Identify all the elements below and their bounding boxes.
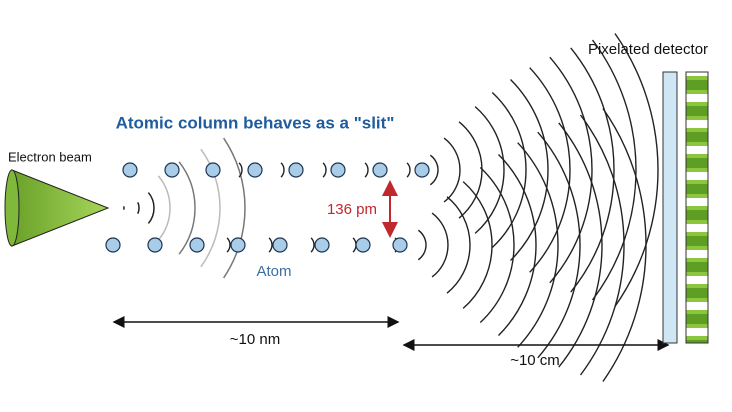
- wavefront: [178, 161, 196, 255]
- wavefront: [537, 131, 581, 359]
- wavefront: [147, 192, 155, 224]
- atoms: [105, 162, 430, 253]
- wavefront: [431, 212, 449, 278]
- atom: [105, 237, 121, 253]
- wavefront: [529, 67, 571, 273]
- title: Atomic column behaves as a "slit": [116, 113, 395, 132]
- wavefront: [474, 106, 505, 234]
- atom: [272, 237, 288, 253]
- electron-cone: [11, 169, 110, 247]
- wavefront: [458, 121, 483, 219]
- wavefront: [498, 153, 537, 337]
- atom-label: Atom: [256, 263, 291, 280]
- wavefront: [137, 202, 140, 214]
- wavefront: [549, 56, 593, 284]
- wavefront: [429, 154, 439, 186]
- atom: [288, 162, 304, 178]
- wavefront: [200, 148, 221, 268]
- detector-label: Pixelated detector: [588, 41, 708, 58]
- atom: [414, 162, 430, 178]
- detector-pixels: [685, 71, 709, 344]
- column-distance: ~10 nm: [230, 331, 280, 348]
- wavefront: [510, 78, 549, 262]
- wavefront: [517, 142, 559, 348]
- atom: [314, 237, 330, 253]
- atom: [372, 162, 388, 178]
- atom: [205, 162, 221, 178]
- wavefront: [226, 237, 231, 253]
- wavefront: [614, 33, 659, 307]
- wavefront: [322, 162, 327, 178]
- wavefront: [417, 229, 427, 261]
- wavefront: [364, 162, 369, 178]
- wavefront: [223, 137, 246, 279]
- atom: [355, 237, 371, 253]
- wavefront: [446, 196, 471, 294]
- detector-distance: ~10 cm: [510, 352, 560, 369]
- atom: [230, 237, 246, 253]
- atom: [392, 237, 408, 253]
- wavefront: [238, 162, 243, 178]
- wavefront: [443, 137, 461, 203]
- wavefront: [591, 39, 637, 301]
- wavefront: [491, 91, 527, 249]
- wavefront: [406, 162, 411, 178]
- atom: [164, 162, 180, 178]
- beam-label: Electron beam: [8, 149, 92, 164]
- cone-base: [4, 169, 20, 247]
- wavefront: [462, 181, 493, 309]
- wavefront: [570, 47, 615, 293]
- atom: [147, 237, 163, 253]
- atom: [122, 162, 138, 178]
- wavefront: [157, 175, 171, 241]
- spacing-label: 136 pm: [327, 201, 377, 218]
- wavefront: [310, 237, 315, 253]
- detector-plate: [662, 71, 678, 344]
- atom: [330, 162, 346, 178]
- atom: [247, 162, 263, 178]
- wavefront: [479, 166, 515, 324]
- wavefront: [280, 162, 285, 178]
- wavefront: [268, 237, 273, 253]
- atom: [189, 237, 205, 253]
- wavefront: [558, 122, 603, 368]
